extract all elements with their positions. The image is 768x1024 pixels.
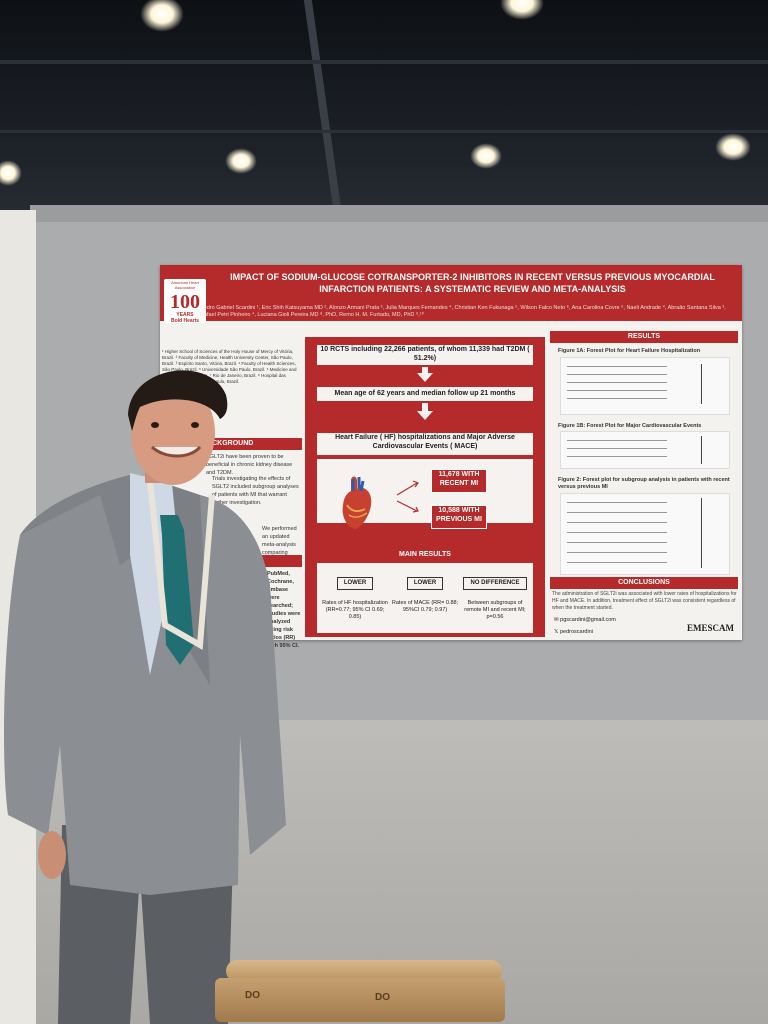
tube-print: DO xyxy=(245,990,260,1001)
hair xyxy=(128,370,228,431)
social-contact: 𝕏 pedroscardini xyxy=(554,629,593,635)
forest-row xyxy=(567,398,667,399)
conclusions-header: CONCLUSIONS xyxy=(550,577,738,589)
background-text-1: SGLT2i have been proven to be beneficial… xyxy=(206,454,293,476)
flow-arrow-down-icon xyxy=(417,373,433,382)
anatomical-heart-icon xyxy=(342,476,372,529)
lanyard xyxy=(147,479,215,650)
poster-authors: Pedro Gabriel Scardini ¹, Eric Shih Kats… xyxy=(200,305,726,318)
logo-number: 100 xyxy=(170,291,200,313)
methods-text: PubMed, Cochrane, Embase were searched; … xyxy=(267,571,301,649)
main-results-header: MAIN RESULTS xyxy=(399,551,451,558)
smile xyxy=(150,445,202,458)
ceiling-light xyxy=(470,143,502,169)
background-text-2: Trials investigating the effects of SGLT… xyxy=(212,476,299,506)
figure-1a-label: Figure 1A: Forest Plot for Heart Failure… xyxy=(558,348,701,354)
logo-years: YEARS xyxy=(176,312,194,318)
flow-arrow-down-icon xyxy=(417,411,433,420)
ceiling-truss xyxy=(303,0,345,230)
ceiling-light xyxy=(500,0,544,20)
forest-row xyxy=(567,448,667,449)
eye-right xyxy=(191,422,199,428)
forest-row xyxy=(567,374,667,375)
tag-previous-mi: 10,588 WITH PREVIOUS MI xyxy=(431,505,487,529)
figure-2-label: Figure 2: Forest plot for subgroup analy… xyxy=(558,477,730,490)
result-subgroup: NO DIFFERENCE Between subgroups of remote… xyxy=(459,577,531,621)
result-text: Rates of HF hospitalization (RR=0.77; 95… xyxy=(322,600,388,620)
forest-null-line xyxy=(701,364,702,404)
forest-plot-mace xyxy=(560,431,730,469)
flow-box-rcts: 10 RCTS including 22,266 patients, of wh… xyxy=(317,345,533,365)
presenter-person xyxy=(4,370,286,1024)
face xyxy=(131,381,215,485)
email-text: pgscardini@gmail.com xyxy=(560,617,616,623)
poster-tube-box: DO DO xyxy=(215,978,505,1022)
result-key: LOWER xyxy=(336,577,374,590)
figure-1b-label: Figure 1B: Forest Plot for Major Cardiov… xyxy=(558,423,702,429)
background-text-3: We performed an updated meta-analysis co… xyxy=(262,526,297,556)
ceiling-light xyxy=(225,148,257,174)
forest-plot-subgroup xyxy=(560,493,730,575)
forest-row xyxy=(567,366,667,367)
ceiling-light xyxy=(140,0,184,32)
forest-row xyxy=(567,542,667,543)
result-key: LOWER xyxy=(406,577,444,590)
forest-row xyxy=(567,456,667,457)
handle-text: pedroscardini xyxy=(559,629,593,635)
split-arrows xyxy=(396,480,419,513)
logo-tagline: Bold Hearts xyxy=(170,318,200,324)
results-header: RESULTS xyxy=(550,331,738,343)
logo-org: American Heart Association xyxy=(171,280,199,290)
forest-row xyxy=(567,382,667,383)
forest-row xyxy=(567,390,667,391)
email-contact: ✉ pgscardini@gmail.com xyxy=(554,617,616,623)
jacket-lapel-left xyxy=(20,475,150,565)
study-flow-panel: 10 RCTS including 22,266 patients, of wh… xyxy=(305,337,545,637)
ceiling xyxy=(0,0,768,230)
grey-jacket xyxy=(4,475,286,895)
result-text: Rates of MACE (RR= 0.88; 95%CI 0.79; 0.9… xyxy=(391,600,459,613)
poster-header: American Heart Association 100 YEARS Bol… xyxy=(160,265,742,324)
forest-row xyxy=(567,502,667,503)
result-text: Between subgroups of remote MI and recen… xyxy=(464,600,526,620)
poster-tube xyxy=(226,960,502,982)
eye-left xyxy=(151,422,159,428)
ceiling-light xyxy=(715,133,751,161)
emescam-logo: EMESCAM xyxy=(687,623,734,633)
forest-null-line xyxy=(701,498,702,568)
forest-plot-hf xyxy=(560,357,730,415)
flow-box-outcomes: Heart Failure ( HF) hospitalizations and… xyxy=(317,433,533,455)
forest-row xyxy=(567,512,667,513)
result-hf: LOWER Rates of HF hospitalization (RR=0.7… xyxy=(319,577,391,621)
forest-row xyxy=(567,552,667,553)
forest-row xyxy=(567,532,667,533)
ceiling-beam xyxy=(0,130,768,133)
main-results-box: LOWER Rates of HF hospitalization (RR=0.7… xyxy=(317,563,533,633)
conclusions-text: The administration of SGLT2i was associa… xyxy=(552,591,737,611)
hand-left xyxy=(38,831,66,879)
forest-null-line xyxy=(701,436,702,464)
ceiling-beam xyxy=(0,60,768,64)
results-column: RESULTS Figure 1A: Forest Plot for Heart… xyxy=(550,325,742,640)
flow-arrow-stem xyxy=(422,367,428,373)
forest-row xyxy=(567,562,667,563)
tag-recent-mi: 11,678 WITH RECENT MI xyxy=(431,469,487,493)
aha-100-years-logo: American Heart Association 100 YEARS Bol… xyxy=(164,279,206,324)
forest-row xyxy=(567,440,667,441)
result-key: NO DIFFERENCE xyxy=(463,577,527,590)
poster-title: IMPACT OF SODIUM-GLUCOSE COTRANSPORTER-2… xyxy=(230,272,715,294)
flow-box-age: Mean age of 62 years and median follow u… xyxy=(317,387,533,401)
flow-arrow-stem xyxy=(422,403,428,411)
tube-print: DO xyxy=(375,992,390,1003)
ceiling-light xyxy=(0,160,22,186)
forest-row xyxy=(567,522,667,523)
result-mace: LOWER Rates of MACE (RR= 0.88; 95%CI 0.79… xyxy=(389,577,461,614)
